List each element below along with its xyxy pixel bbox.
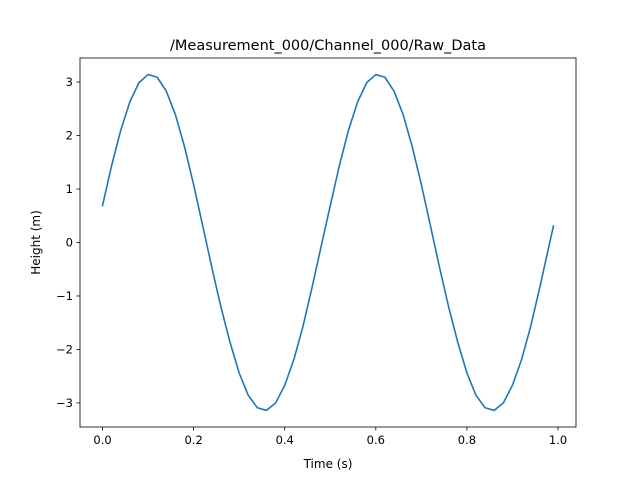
y-tick-label: −1 [56,289,73,303]
y-tick-label: 1 [66,182,73,196]
y-tick-label: −2 [56,342,73,356]
y-axis-ticks: −3 −2 −1 0 1 2 3 [56,75,80,410]
plot-area [79,57,577,428]
x-tick-label: 0.4 [276,433,294,447]
y-tick-label: 0 [66,236,73,250]
y-tick-label: −3 [56,396,73,410]
x-tick-label: 0.0 [93,433,111,447]
plot-background [80,58,576,427]
x-axis-label: Time (s) [303,457,353,471]
y-axis-label: Height (m) [29,210,43,275]
y-tick-label: 2 [66,129,73,143]
x-tick-label: 0.8 [458,433,476,447]
chart-title: /Measurement_000/Channel_000/Raw_Data [170,38,486,54]
x-axis-ticks: 0.0 0.2 0.4 0.6 0.8 1.0 [93,427,567,447]
series-line [101,73,555,412]
x-tick-label: 0.2 [184,433,202,447]
x-tick-label: 0.6 [367,433,385,447]
x-tick-label: 1.0 [549,433,567,447]
y-tick-label: 3 [66,75,73,89]
